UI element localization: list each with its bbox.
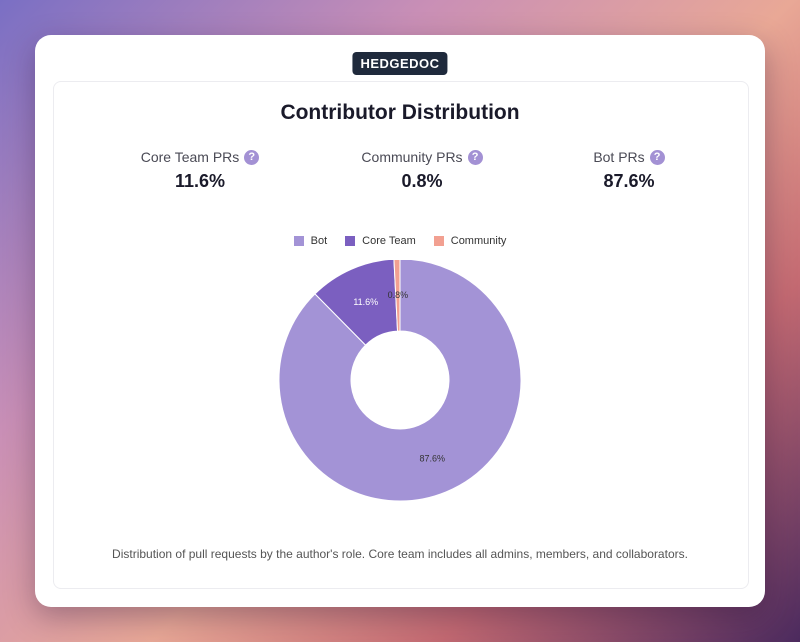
help-icon[interactable]: ? [649, 149, 665, 165]
legend-swatch [433, 236, 444, 246]
legend-label: Core Team [362, 235, 416, 247]
legend-label: Community [450, 235, 507, 247]
legend-item-bot[interactable]: Bot [293, 235, 328, 247]
slice-core-team[interactable] [314, 260, 399, 346]
stat-bot: Bot PRs ? 87.6% [529, 149, 729, 192]
donut-chart: 87.6% 11.6% 0.8% [278, 260, 522, 502]
slice-label-core-team: 11.6% [353, 297, 378, 307]
chart-caption: Distribution of pull requests by the aut… [112, 547, 688, 561]
stat-value: 0.8% [401, 171, 443, 191]
brand-badge: HEDGEDOC [352, 52, 448, 75]
stat-core-team: Core Team PRs ? 11.6% [100, 149, 300, 192]
chart-card: HEDGEDOC Contributor Distribution Core T… [35, 35, 765, 607]
help-icon[interactable]: ? [244, 149, 260, 165]
stat-label: Community PRs [361, 149, 463, 165]
slice-label-bot: 87.6% [420, 454, 446, 464]
legend-label: Bot [310, 235, 328, 247]
stat-label: Core Team PRs [140, 149, 240, 165]
chart-legend: Bot Core Team Community [35, 235, 765, 247]
stat-community: Community PRs ? 0.8% [322, 149, 522, 192]
chart-panel [53, 81, 749, 589]
stat-value: 87.6% [603, 171, 655, 191]
legend-swatch [345, 236, 356, 246]
slice-community[interactable] [393, 260, 401, 332]
chart-title: Contributor Distribution [280, 101, 520, 124]
help-icon[interactable]: ? [467, 149, 483, 165]
legend-swatch [293, 236, 304, 246]
slice-bot[interactable] [278, 260, 522, 502]
legend-item-core-team[interactable]: Core Team [345, 235, 416, 247]
stat-value: 11.6% [174, 171, 226, 191]
legend-item-community[interactable]: Community [433, 235, 507, 247]
slice-label-community: 0.8% [388, 290, 409, 300]
stat-label: Bot PRs [593, 149, 645, 165]
